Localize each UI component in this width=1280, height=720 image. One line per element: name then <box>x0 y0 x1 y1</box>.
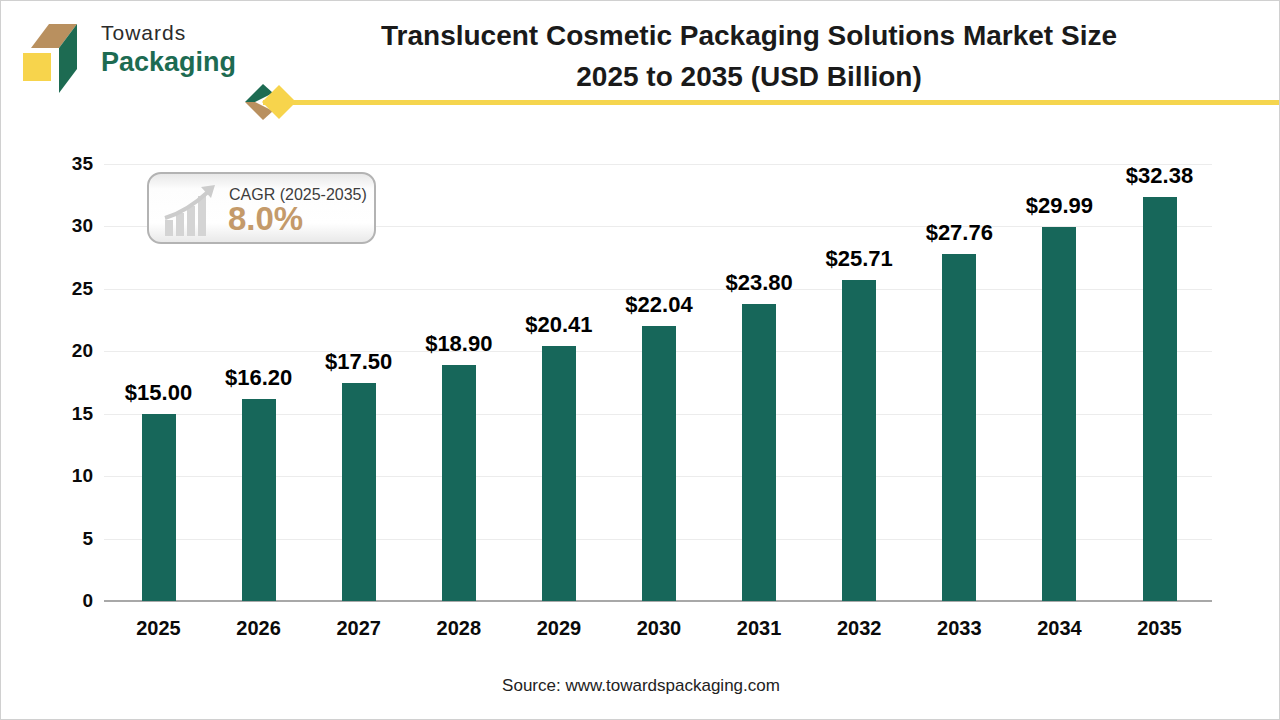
bar-2032 <box>842 280 876 601</box>
bar-2025 <box>142 414 176 601</box>
x-axis-tick-label: 2027 <box>309 617 409 640</box>
bar-2026 <box>242 399 276 601</box>
x-axis-tick-label: 2025 <box>109 617 209 640</box>
cagr-growth-icon <box>163 184 221 238</box>
y-axis-tick-label: 15 <box>33 403 93 425</box>
source-text: Source: www.towardspackaging.com <box>1 676 1280 696</box>
chart-title-line2: 2025 to 2035 (USD Billion) <box>217 56 1280 97</box>
y-axis-tick-label: 10 <box>33 465 93 487</box>
bar-2034 <box>1042 227 1076 601</box>
bar-2029 <box>542 346 576 601</box>
x-axis-tick-label: 2028 <box>409 617 509 640</box>
bar-2028 <box>442 365 476 601</box>
x-axis-tick-label: 2035 <box>1110 617 1210 640</box>
bar-value-label: $25.71 <box>789 246 929 272</box>
bar-value-label: $27.76 <box>889 220 1029 246</box>
bar-2035 <box>1143 197 1177 601</box>
x-axis-tick-label: 2026 <box>209 617 309 640</box>
x-axis-tick-label: 2029 <box>509 617 609 640</box>
chart-title: Translucent Cosmetic Packaging Solutions… <box>217 15 1280 97</box>
y-axis-tick-label: 35 <box>33 153 93 175</box>
bar-value-label: $29.99 <box>989 193 1129 219</box>
y-axis-tick-label: 0 <box>33 590 93 612</box>
cagr-badge: CAGR (2025-2035) 8.0% <box>147 172 376 244</box>
x-axis-tick-label: 2030 <box>609 617 709 640</box>
x-axis-tick-label: 2031 <box>709 617 809 640</box>
y-axis-tick-label: 30 <box>33 215 93 237</box>
bar-2027 <box>342 383 376 602</box>
chart-canvas: Towards Packaging Translucent Cosmetic P… <box>0 0 1280 720</box>
bar-2033 <box>942 254 976 601</box>
logo-text-towards: Towards <box>101 21 236 45</box>
y-axis-tick-label: 5 <box>33 528 93 550</box>
logo-cube-icon <box>17 17 95 109</box>
x-axis-tick-label: 2034 <box>1009 617 1109 640</box>
y-axis-tick-label: 20 <box>33 340 93 362</box>
bar-2031 <box>742 304 776 601</box>
y-axis-tick-label: 25 <box>33 278 93 300</box>
bar-value-label: $23.80 <box>689 270 829 296</box>
bar-value-label: $32.38 <box>1090 163 1230 189</box>
cagr-value: 8.0% <box>228 202 303 236</box>
divider-line <box>263 100 1280 105</box>
x-axis-tick-label: 2032 <box>809 617 909 640</box>
bar-2030 <box>642 326 676 601</box>
gridline <box>104 164 1212 165</box>
divider-diamond-icon <box>241 81 301 123</box>
x-axis-tick-label: 2033 <box>909 617 1009 640</box>
logo-text-packaging: Packaging <box>101 47 236 78</box>
chart-title-line1: Translucent Cosmetic Packaging Solutions… <box>217 15 1280 56</box>
